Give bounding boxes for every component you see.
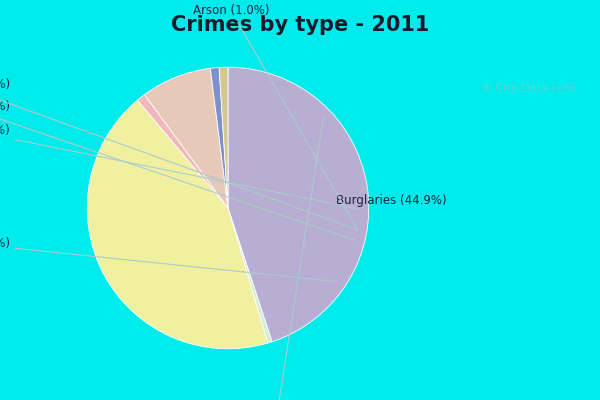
- Wedge shape: [211, 68, 228, 208]
- Wedge shape: [87, 100, 268, 349]
- Text: ® City-Data.com: ® City-Data.com: [481, 84, 575, 94]
- Wedge shape: [219, 67, 228, 208]
- Text: Arson (1.0%): Arson (1.0%): [193, 4, 358, 230]
- Text: Burglaries (44.9%): Burglaries (44.9%): [335, 188, 446, 208]
- Text: Assaults (8.1%): Assaults (8.1%): [0, 100, 355, 240]
- Text: Thefts (43.4%): Thefts (43.4%): [0, 237, 337, 282]
- Wedge shape: [228, 208, 272, 343]
- Wedge shape: [145, 68, 228, 208]
- Text: Auto thefts (1.0%): Auto thefts (1.0%): [0, 78, 357, 230]
- Wedge shape: [137, 95, 228, 208]
- Text: Robberies (0.5%): Robberies (0.5%): [227, 118, 328, 400]
- Text: Rapes (1.0%): Rapes (1.0%): [0, 124, 359, 209]
- Text: Crimes by type - 2011: Crimes by type - 2011: [171, 15, 429, 35]
- Wedge shape: [228, 67, 369, 342]
